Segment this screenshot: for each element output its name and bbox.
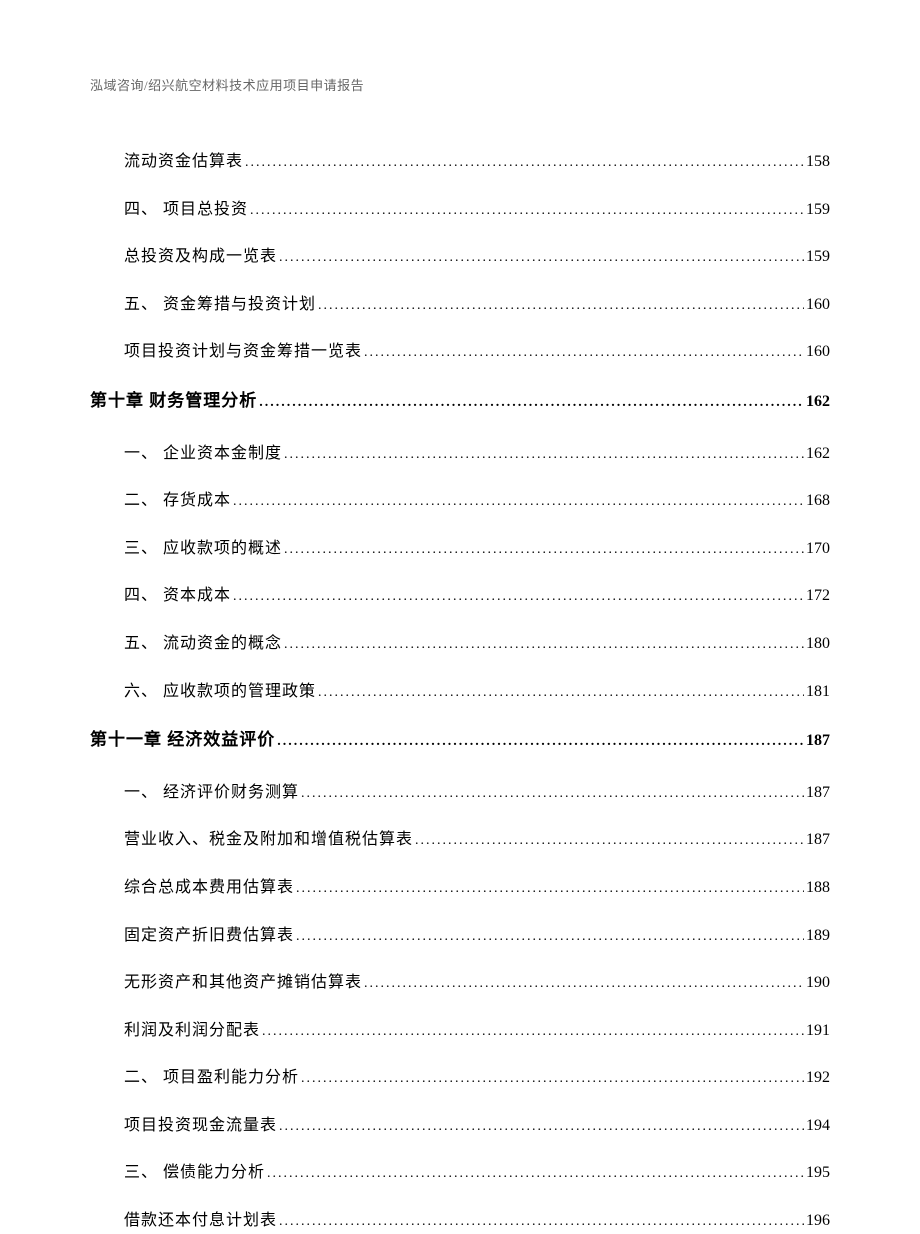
toc-page: 187 <box>806 780 830 806</box>
toc-label: 五、 流动资金的概念 <box>124 631 282 657</box>
toc-entry: 三、 偿债能力分析 195 <box>90 1160 830 1186</box>
toc-entry: 三、 应收款项的概述 170 <box>90 536 830 562</box>
toc-label: 三、 偿债能力分析 <box>124 1160 265 1186</box>
toc-dots <box>318 295 804 317</box>
toc-entry: 利润及利润分配表 191 <box>90 1018 830 1044</box>
toc-dots <box>250 200 804 222</box>
toc-label: 利润及利润分配表 <box>124 1018 260 1044</box>
toc-label: 流动资金估算表 <box>124 149 243 175</box>
toc-page: 192 <box>806 1065 830 1091</box>
toc-label: 项目投资现金流量表 <box>124 1113 277 1139</box>
toc-page: 170 <box>806 536 830 562</box>
toc-page: 158 <box>806 149 830 175</box>
toc-label: 综合总成本费用估算表 <box>124 875 294 901</box>
toc-page: 191 <box>806 1018 830 1044</box>
toc-entry: 五、 流动资金的概念 180 <box>90 631 830 657</box>
toc-chapter: 第十一章 经济效益评价 187 <box>90 726 830 754</box>
toc-label: 借款还本付息计划表 <box>124 1208 277 1234</box>
toc-entry: 一、 经济评价财务测算 187 <box>90 780 830 806</box>
toc-entry: 四、 项目总投资 159 <box>90 197 830 223</box>
toc-label: 总投资及构成一览表 <box>124 244 277 270</box>
toc-entry: 项目投资计划与资金筹措一览表 160 <box>90 339 830 365</box>
toc-label: 一、 企业资本金制度 <box>124 441 282 467</box>
toc-page: 188 <box>806 875 830 901</box>
toc-dots <box>279 247 804 269</box>
toc-dots <box>364 973 804 995</box>
toc-entry: 营业收入、税金及附加和增值税估算表 187 <box>90 827 830 853</box>
toc-dots <box>233 491 804 513</box>
toc-entry: 借款还本付息计划表 196 <box>90 1208 830 1234</box>
toc-page: 159 <box>806 244 830 270</box>
toc-dots <box>279 1116 804 1138</box>
toc-dots <box>267 1163 804 1185</box>
toc-label: 四、 项目总投资 <box>124 197 248 223</box>
toc-label: 第十一章 经济效益评价 <box>90 726 275 753</box>
toc-page: 162 <box>806 389 830 415</box>
toc-page: 180 <box>806 631 830 657</box>
toc-label: 五、 资金筹措与投资计划 <box>124 292 316 318</box>
toc-label: 固定资产折旧费估算表 <box>124 923 294 949</box>
toc-entry: 固定资产折旧费估算表 189 <box>90 923 830 949</box>
toc-label: 二、 存货成本 <box>124 488 231 514</box>
toc-entry: 一、 企业资本金制度 162 <box>90 441 830 467</box>
toc-page: 160 <box>806 339 830 365</box>
toc-label: 六、 应收款项的管理政策 <box>124 679 316 705</box>
toc-dots <box>233 586 804 608</box>
toc-dots <box>364 342 804 364</box>
toc-entry: 无形资产和其他资产摊销估算表 190 <box>90 970 830 996</box>
toc-label: 无形资产和其他资产摊销估算表 <box>124 970 362 996</box>
toc-page: 195 <box>806 1160 830 1186</box>
toc-page: 187 <box>806 827 830 853</box>
toc-dots <box>284 539 804 561</box>
toc-page: 189 <box>806 923 830 949</box>
toc-label: 一、 经济评价财务测算 <box>124 780 299 806</box>
toc-entry: 四、 资本成本 172 <box>90 583 830 609</box>
toc-page: 160 <box>806 292 830 318</box>
toc-label: 第十章 财务管理分析 <box>90 387 257 414</box>
toc-dots <box>277 731 804 753</box>
toc-dots <box>262 1021 804 1043</box>
toc-entry: 五、 资金筹措与投资计划 160 <box>90 292 830 318</box>
toc-label: 三、 应收款项的概述 <box>124 536 282 562</box>
toc-page: 181 <box>806 679 830 705</box>
toc-entry: 二、 存货成本 168 <box>90 488 830 514</box>
toc-dots <box>301 783 804 805</box>
toc-label: 项目投资计划与资金筹措一览表 <box>124 339 362 365</box>
toc-page: 162 <box>806 441 830 467</box>
toc-entry: 总投资及构成一览表 159 <box>90 244 830 270</box>
toc-entry: 二、 项目盈利能力分析 192 <box>90 1065 830 1091</box>
toc-entry: 六、 应收款项的管理政策 181 <box>90 679 830 705</box>
toc-page: 159 <box>806 197 830 223</box>
toc-entry: 项目投资现金流量表 194 <box>90 1113 830 1139</box>
page-header: 泓域咨询/绍兴航空材料技术应用项目申请报告 <box>90 75 830 94</box>
toc-chapter: 第十章 财务管理分析 162 <box>90 387 830 415</box>
toc-dots <box>259 392 804 414</box>
toc-page: 187 <box>806 728 830 754</box>
toc-label: 二、 项目盈利能力分析 <box>124 1065 299 1091</box>
toc-page: 190 <box>806 970 830 996</box>
toc-dots <box>245 152 804 174</box>
toc-page: 172 <box>806 583 830 609</box>
toc-entry: 综合总成本费用估算表 188 <box>90 875 830 901</box>
toc-dots <box>296 926 804 948</box>
toc-dots <box>284 444 804 466</box>
toc-dots <box>279 1211 804 1233</box>
toc-dots <box>301 1068 804 1090</box>
toc-label: 四、 资本成本 <box>124 583 231 609</box>
toc-label: 营业收入、税金及附加和增值税估算表 <box>124 827 413 853</box>
toc-dots <box>296 878 804 900</box>
toc-page: 168 <box>806 488 830 514</box>
toc-page: 194 <box>806 1113 830 1139</box>
toc-page: 196 <box>806 1208 830 1234</box>
table-of-contents: 流动资金估算表 158 四、 项目总投资 159 总投资及构成一览表 159 五… <box>90 149 830 1234</box>
toc-dots <box>284 634 804 656</box>
toc-entry: 流动资金估算表 158 <box>90 149 830 175</box>
toc-dots <box>415 830 804 852</box>
toc-dots <box>318 682 804 704</box>
